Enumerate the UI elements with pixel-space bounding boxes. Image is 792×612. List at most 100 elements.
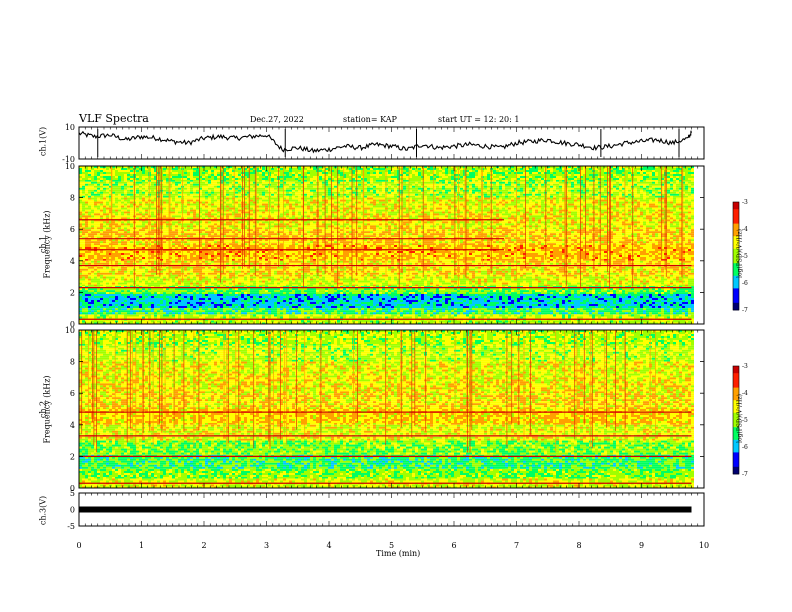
spec1-cell <box>658 170 661 172</box>
spec1-cell <box>454 174 457 176</box>
spec1-cell <box>364 178 367 180</box>
spec1-cell <box>445 178 448 180</box>
spec1-cell <box>322 176 325 178</box>
spec1-cell <box>187 180 190 182</box>
spec1-cell <box>382 178 385 180</box>
spec1-cell <box>193 172 196 174</box>
spec1-cell <box>289 174 292 176</box>
spec1-cell <box>313 180 316 182</box>
spec1-cell <box>205 168 208 170</box>
spec1-cell <box>202 176 205 178</box>
spec1-cell <box>226 172 229 174</box>
spec1-cell <box>424 168 427 170</box>
spec1-cell <box>352 172 355 174</box>
spec1-cell <box>400 182 403 184</box>
spec1-cell <box>466 174 469 176</box>
spec1-cell <box>136 172 139 174</box>
spec1-cell <box>586 178 589 180</box>
spec1-cell <box>667 168 670 170</box>
spec1-cell <box>292 182 295 184</box>
spec1-cell <box>586 182 589 184</box>
spec1-cell <box>310 178 313 180</box>
spec1-cell <box>139 178 142 180</box>
spec1-cell <box>322 174 325 176</box>
spec1-cell <box>469 172 472 174</box>
spec1-cell <box>532 170 535 172</box>
spec1-cell <box>427 178 430 180</box>
spec1-cell <box>175 172 178 174</box>
spec1-cell <box>352 178 355 180</box>
spec1-cell <box>517 168 520 170</box>
spec1-cell <box>130 170 133 172</box>
spec1-cell <box>250 182 253 184</box>
spec1-cell <box>655 182 658 184</box>
spec1-cell <box>478 172 481 174</box>
spec1-cell <box>211 168 214 170</box>
spec1-cell <box>415 178 418 180</box>
spec1-cell <box>295 180 298 182</box>
spec1-cell <box>646 170 649 172</box>
spec1-cell <box>454 182 457 184</box>
spec1-cell <box>178 172 181 174</box>
spec1-cell <box>676 172 679 174</box>
spec1-cell <box>334 182 337 184</box>
spec1-cell <box>547 170 550 172</box>
spec1-cell <box>91 180 94 182</box>
spec1-cell <box>112 182 115 184</box>
spec1-cell <box>364 172 367 174</box>
spec1-cell <box>550 172 553 174</box>
spec1-cell <box>511 168 514 170</box>
spec1-cell <box>646 174 649 176</box>
spec1-cell <box>238 174 241 176</box>
spec1-cell <box>190 170 193 172</box>
spec1-cell <box>409 180 412 182</box>
spec1-cell <box>217 182 220 184</box>
spec1-cell <box>412 178 415 180</box>
spec1-cell <box>115 170 118 172</box>
spec1-cell <box>427 180 430 182</box>
spec1-cell <box>298 174 301 176</box>
spec1-cell <box>655 180 658 182</box>
spec1-cell <box>688 174 691 176</box>
spec1-cell <box>229 176 232 178</box>
spec1-cell <box>91 174 94 176</box>
spec1-cell <box>82 180 85 182</box>
spec1-cell <box>238 178 241 180</box>
spec1-cell <box>88 178 91 180</box>
spec1-cell <box>310 170 313 172</box>
spec1-cell <box>313 170 316 172</box>
spec1-cell <box>166 178 169 180</box>
spec1-cell <box>100 174 103 176</box>
spec1-cell <box>175 170 178 172</box>
spec1-cell <box>94 176 97 178</box>
spec1-cell <box>178 170 181 172</box>
spec1-cell <box>94 182 97 184</box>
spec1-cell <box>424 176 427 178</box>
spec1-cell <box>265 178 268 180</box>
spec1-cell <box>616 176 619 178</box>
spec1-cell <box>541 178 544 180</box>
spec1-cell <box>424 174 427 176</box>
spec1-cell <box>649 174 652 176</box>
spec1-cell <box>229 178 232 180</box>
spec1-cell <box>601 178 604 180</box>
spec1-cell <box>235 174 238 176</box>
spec1-cell <box>439 176 442 178</box>
spec1-cell <box>673 178 676 180</box>
spec1-cell <box>295 176 298 178</box>
spec1-cell <box>667 178 670 180</box>
spec1-cell <box>553 178 556 180</box>
spec1-cell <box>319 174 322 176</box>
spec1-cell <box>469 180 472 182</box>
spec1-cell <box>211 172 214 174</box>
spec1-cell <box>547 180 550 182</box>
spec1-cell <box>568 182 571 184</box>
spec1-cell <box>520 170 523 172</box>
spec1-cell <box>211 178 214 180</box>
spec1-cell <box>235 172 238 174</box>
spec1-cell <box>463 174 466 176</box>
spec1-cell <box>346 178 349 180</box>
spec1-cell <box>328 168 331 170</box>
spec1-cell <box>100 176 103 178</box>
spec1-cell <box>127 170 130 172</box>
